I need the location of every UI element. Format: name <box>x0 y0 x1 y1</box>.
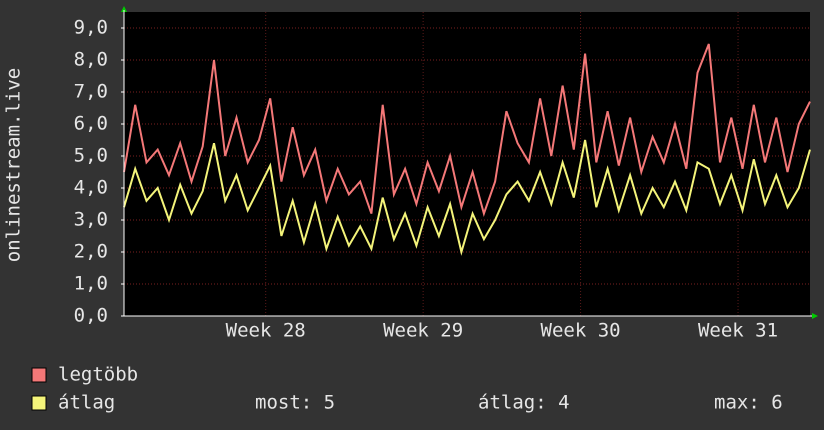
y-tick-label: 7,0 <box>74 81 108 103</box>
legend: legtöbb átlag most: 5 átlag: 4 max: 6 <box>31 364 783 414</box>
lines <box>123 43 811 256</box>
y-axis-label: onlinestream.live <box>3 68 25 262</box>
x-tick-label: Week 29 <box>383 320 463 342</box>
x-tick-label: Week 31 <box>698 320 778 342</box>
stat-label: max: 6 <box>714 392 783 414</box>
y-tick-label: 0,0 <box>74 305 108 327</box>
x-arrow <box>812 313 818 319</box>
y-tick-label: 6,0 <box>74 113 108 135</box>
legend-label: legtöbb <box>58 364 138 386</box>
series-line <box>123 43 811 217</box>
y-tick-label: 2,0 <box>74 241 108 263</box>
x-tick-label: Week 28 <box>226 320 306 342</box>
stat-label: most: 5 <box>255 392 335 414</box>
series-line <box>123 139 811 256</box>
legend-swatch <box>31 395 47 411</box>
y-tick-label: 3,0 <box>74 209 108 231</box>
y-tick-label: 5,0 <box>74 145 108 167</box>
y-tick-label: 4,0 <box>74 177 108 199</box>
plot-area <box>124 12 810 316</box>
x-tick-label: Week 30 <box>541 320 621 342</box>
legend-label: átlag <box>58 392 115 414</box>
y-tick-label: 8,0 <box>74 49 108 71</box>
y-arrow <box>121 6 127 12</box>
stat-label: átlag: 4 <box>478 392 570 414</box>
y-tick-label: 9,0 <box>74 17 108 39</box>
legend-swatch <box>31 367 47 383</box>
y-tick-label: 1,0 <box>74 273 108 295</box>
